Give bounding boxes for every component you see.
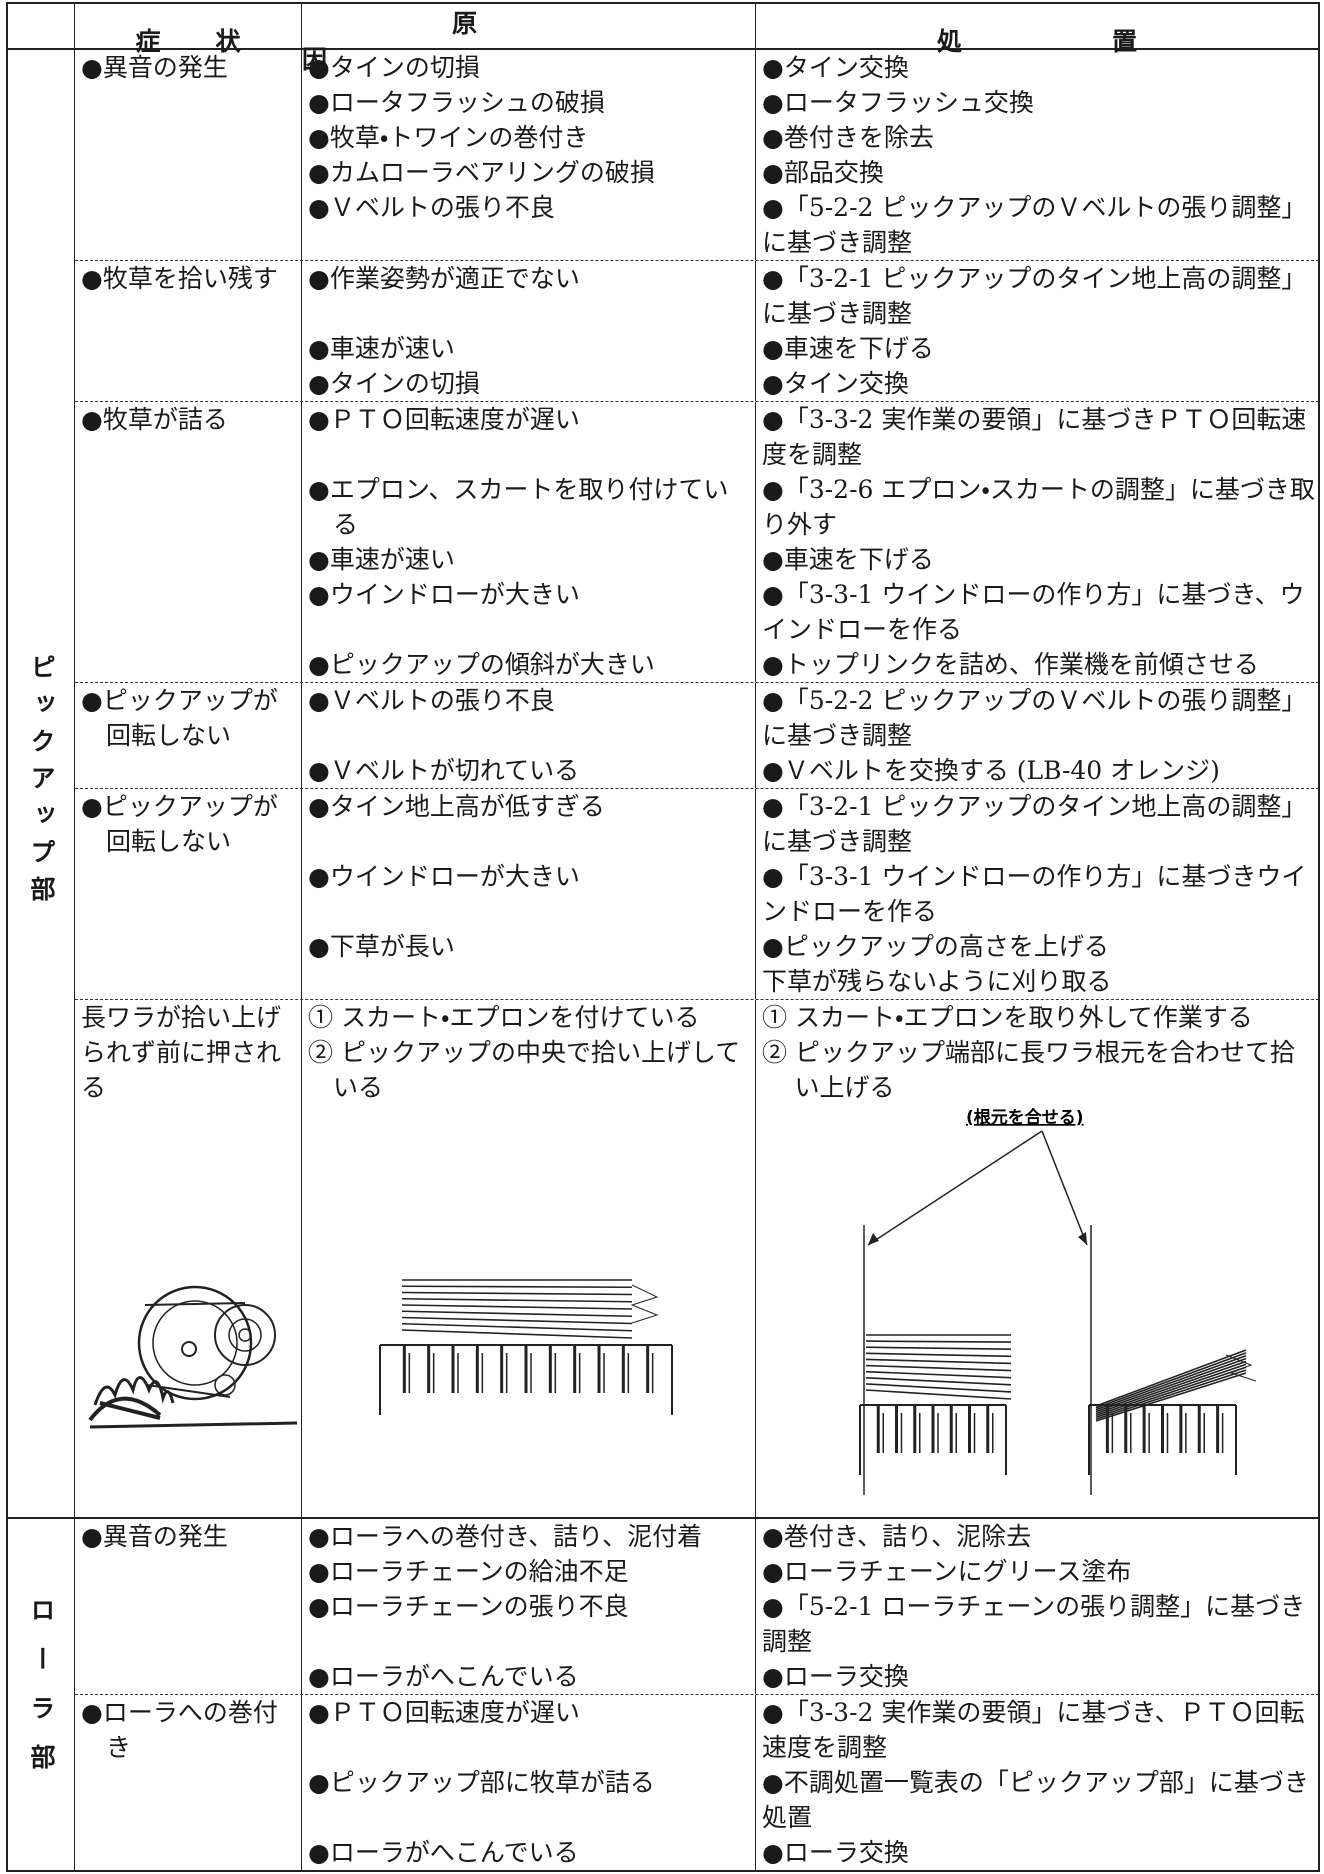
section-label: ローラ部 <box>27 1596 56 1793</box>
section: ピックアップ部 ●異音の発生 ●タインの切損 ●タイン交換 ●ロータフラッシュの破損 ●ロ… <box>8 50 1319 1517</box>
cause: ●ローラがへこんでいる <box>302 1659 756 1694</box>
trouble-row: ●牧草を拾い残す ●作業姿勢が適正でない ●「3-2-1 ピックアップのタイン地上高… <box>75 260 1319 401</box>
header-cell: 症状 <box>74 4 301 76</box>
cause: ●ロータフラッシュの破損 <box>302 85 756 120</box>
symptom: ●異音の発生 <box>75 50 302 260</box>
header-cell: 処置 <box>755 4 1318 76</box>
cause: ●Ｖベルトの張り不良 <box>302 190 756 260</box>
symptom: ●ローラへの巻付き <box>75 1695 302 1870</box>
header-cell: 原因 <box>301 4 755 76</box>
trouble-row: 長ワラが拾い上げられず前に押される ① スカート・エプロンを付けている ① スカート… <box>75 999 1319 1517</box>
cause: ●ローラチェーンの給油不足 <box>302 1554 756 1589</box>
section: ローラ部 ●異音の発生 ●ローラへの巻付き、詰り、泥付着 ●巻付き、詰り、泥除去 ●ロー… <box>8 1517 1319 1870</box>
remedy: ② ピックアップ端部に長ワラ根元を合わせて拾い上げる <box>762 1038 1295 1102</box>
symptom: ●異音の発生 <box>75 1519 302 1694</box>
trouble-row: ●ピックアップが回転しない ●Ｖベルトの張り不良 ●「5-2-2 ピックアップのＶベ… <box>75 682 1319 788</box>
remedy: ●巻付き、詰り、泥除去 <box>762 1522 1032 1551</box>
table-header: 症状 原因 処置 <box>8 4 1318 76</box>
remedy: ●「3-2-1 ピックアップのタイン地上高の調整」に基づき調整 <box>762 792 1307 856</box>
remedy: ●ローラ交換 <box>762 1662 909 1691</box>
cause: ① スカート・エプロンを付けている <box>302 1000 756 1035</box>
cause: ●下草が長い <box>302 929 756 999</box>
cause: ●ウインドローが大きい <box>302 859 756 929</box>
trouble-row: ●ローラへの巻付き ●ＰＴＯ回転速度が遅い ●「3-3-2 実作業の要領」に基づき、… <box>75 1694 1319 1870</box>
remedy: ●「3-2-1 ピックアップのタイン地上高の調整」に基づき調整 <box>762 264 1307 328</box>
cause: ●タインの切損 <box>302 366 756 401</box>
figure-cell <box>75 1105 302 1517</box>
cause: ●Ｖベルトが切れている <box>302 753 756 788</box>
symptom: ●牧草を拾い残す <box>75 261 302 401</box>
section-rows: ●異音の発生 ●タインの切損 ●タイン交換 ●ロータフラッシュの破損 ●ロータフラッシュ… <box>75 50 1319 1517</box>
section-label: ピックアップ部 <box>27 654 56 913</box>
trouble-row: ●異音の発生 ●タインの切損 ●タイン交換 ●ロータフラッシュの破損 ●ロータフラッシュ… <box>75 50 1319 260</box>
cause: ●作業姿勢が適正でない <box>302 261 756 331</box>
trouble-table: 症状 原因 処置 ピックアップ部 ●異音の発生 ●タインの切損 ●タイン交換 ●ロータフ… <box>6 2 1320 1872</box>
remedy: ●Ｖベルトを交換する (LB-40 オレンジ) <box>762 756 1220 785</box>
center-pickup-illustration <box>379 1279 673 1415</box>
section-rows: ●異音の発生 ●ローラへの巻付き、詰り、泥付着 ●巻付き、詰り、泥除去 ●ローラチェー… <box>75 1519 1319 1870</box>
trouble-row: ●異音の発生 ●ローラへの巻付き、詰り、泥付着 ●巻付き、詰り、泥除去 ●ローラチェー… <box>75 1519 1319 1694</box>
remedy: ●「3-2-6 エプロン・スカートの調整」に基づき取り外す <box>762 475 1315 539</box>
figure-note: (根元を合せる) <box>966 1107 1084 1128</box>
symptom: ●牧草が詰る <box>75 402 302 682</box>
remedy: ●ローラ交換 <box>762 1838 909 1867</box>
cause: ●ウインドローが大きい <box>302 577 756 647</box>
figure-cell <box>302 1105 756 1517</box>
cause: ●タイン地上高が低すぎる <box>302 789 756 859</box>
section-label-cell: ピックアップ部 <box>8 50 75 1517</box>
cause: ② ピックアップの中央で拾い上げしている <box>302 1035 756 1105</box>
section-label-cell: ローラ部 <box>8 1519 75 1870</box>
remedy: ●車速を下げる <box>762 545 934 574</box>
symptom: ●ピックアップが回転しない <box>75 683 302 788</box>
remedy: ●巻付きを除去 <box>762 123 934 152</box>
cause: ●ローラへの巻付き、詰り、泥付着 <box>302 1519 756 1554</box>
remedy: ●ピックアップの高さを上げる 下草が残らないように刈り取る <box>762 932 1112 996</box>
symptom: 長ワラが拾い上げられず前に押される <box>75 1000 302 1105</box>
cause: ●カムローラベアリングの破損 <box>302 155 756 190</box>
remedy: ●「3-3-2 実作業の要領」に基づきＰＴＯ回転速度を調整 <box>762 405 1307 469</box>
remedy: ●「5-2-2 ピックアップのＶベルトの張り調整」に基づき調整 <box>762 193 1307 257</box>
cause: ●ピックアップの傾斜が大きい <box>302 647 756 682</box>
remedy: ●「3-3-2 実作業の要領」に基づき、ＰＴＯ回転速度を調整 <box>762 1698 1305 1762</box>
remedy: ●ロータフラッシュ交換 <box>762 88 1034 117</box>
cause: ●ローラがへこんでいる <box>302 1835 756 1870</box>
remedy: ●「5-2-2 ピックアップのＶベルトの張り調整」に基づき調整 <box>762 686 1307 750</box>
cause: ●車速が速い <box>302 542 756 577</box>
edge-pickup-illustration: (根元を合せる) <box>859 1107 1257 1495</box>
remedy: ●部品交換 <box>762 158 884 187</box>
remedy: ●トップリンクを詰め、作業機を前傾させる <box>762 650 1259 679</box>
cause: ●ＰＴＯ回転速度が遅い <box>302 1695 756 1765</box>
remedy: ●「5-2-1 ローラチェーンの張り調整」に基づき調整 <box>762 1592 1306 1656</box>
remedy: ●「3-3-1 ウインドローの作り方」に基づきウインドローを作る <box>762 862 1307 926</box>
cause: ●エプロン、スカートを取り付けている <box>302 472 756 542</box>
cause: ●ピックアップ部に牧草が詰る <box>302 1765 756 1835</box>
cause: ●タインの切損 <box>302 50 756 85</box>
remedy: ●タイン交換 <box>762 369 909 398</box>
pickup-illustration <box>88 1285 298 1429</box>
remedy: ●車速を下げる <box>762 334 934 363</box>
remedy: ●ローラチェーンにグリース塗布 <box>762 1557 1132 1586</box>
remedy: ●不調処置一覧表の「ピックアップ部」に基づき処置 <box>762 1768 1309 1832</box>
trouble-row: ●牧草が詰る ●ＰＴＯ回転速度が遅い ●「3-3-2 実作業の要領」に基づきＰＴＯ回… <box>75 401 1319 682</box>
remedy: ●タイン交換 <box>762 53 909 82</box>
cause: ●牧草・トワインの巻付き <box>302 120 756 155</box>
cause: ●ＰＴＯ回転速度が遅い <box>302 402 756 472</box>
figure-cell: (根元を合せる) <box>756 1105 1319 1517</box>
remedy: ① スカート・エプロンを取り外して作業する <box>762 1003 1253 1032</box>
trouble-row: ●ピックアップが回転しない ●タイン地上高が低すぎる ●「3-2-1 ピックアップの… <box>75 788 1319 999</box>
cause: ●Ｖベルトの張り不良 <box>302 683 756 753</box>
cause: ●ローラチェーンの張り不良 <box>302 1589 756 1659</box>
cause: ●車速が速い <box>302 331 756 366</box>
remedy: ●「3-3-1 ウインドローの作り方」に基づき、ウインドローを作る <box>762 580 1305 644</box>
symptom: ●ピックアップが回転しない <box>75 789 302 999</box>
